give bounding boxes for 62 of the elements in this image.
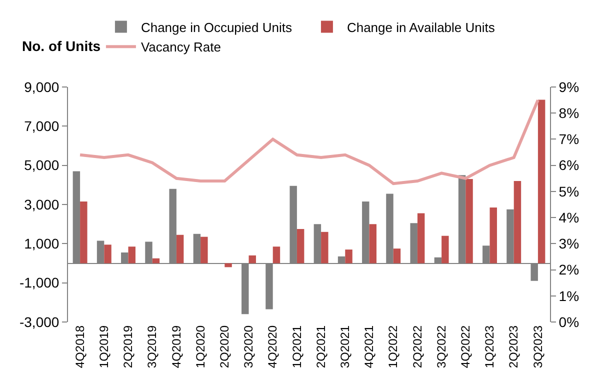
y2-tick-label: 5% — [558, 183, 580, 200]
x-tick-label: 4Q2020 — [266, 325, 280, 368]
bar — [104, 244, 112, 264]
y-tick-label: -1,000 — [19, 274, 60, 291]
bar — [369, 224, 376, 264]
y-tick-label: 9,000 — [24, 78, 60, 95]
legend-label: Vacancy Rate — [140, 40, 221, 55]
bar — [514, 181, 522, 264]
x-tick-label: 2Q2021 — [314, 325, 328, 368]
x-tick-label: 1Q2019 — [97, 325, 112, 368]
y2-tick-label: 3% — [558, 236, 580, 252]
y2-tick-label: 8% — [558, 105, 580, 122]
x-tick-label: 3Q2023 — [530, 325, 545, 368]
bar — [490, 207, 497, 264]
bar — [466, 179, 473, 264]
x-tick-label: 4Q2019 — [169, 325, 184, 368]
x-tick-label: 2Q2022 — [410, 325, 424, 368]
bar — [345, 250, 352, 264]
bar — [272, 246, 280, 264]
bar — [176, 234, 184, 264]
y-tick-label: 1,000 — [24, 236, 60, 252]
x-tick-label: 4Q2021 — [362, 325, 376, 368]
y2-tick-label: 9% — [558, 78, 580, 95]
x-tick-label: 1Q2023 — [482, 325, 497, 368]
x-tick-label: 3Q2020 — [242, 325, 256, 368]
x-tick-label: 1Q2021 — [290, 325, 304, 368]
y2-tick-label: 7% — [558, 131, 580, 148]
bar — [200, 236, 208, 264]
bar — [296, 228, 304, 264]
x-tick-label: 3Q2022 — [434, 325, 448, 368]
y-tick-label: 5,000 — [24, 157, 60, 174]
x-tick-label: 2Q2023 — [506, 325, 521, 368]
bar — [80, 202, 88, 264]
bar — [442, 236, 449, 264]
y2-tick-label: 1% — [558, 288, 580, 304]
y-tick-label: 7,000 — [24, 118, 60, 134]
x-tick-label: 3Q2021 — [338, 325, 352, 368]
bar — [417, 213, 425, 264]
x-tick-label: 4Q2022 — [458, 325, 473, 368]
line-series — [78, 98, 540, 186]
bar — [321, 232, 328, 264]
bar — [393, 248, 401, 264]
x-tick-label: 3Q2019 — [145, 325, 160, 368]
bar — [128, 246, 136, 264]
bar — [224, 263, 232, 268]
x-tick-label: 1Q2022 — [386, 325, 400, 368]
y-axis-title: No. of Units — [22, 38, 101, 54]
x-tick-label: 1Q2020 — [193, 325, 208, 368]
bar — [248, 255, 256, 264]
y2-tick-label: 6% — [558, 157, 580, 174]
bar — [152, 258, 160, 264]
y2-tick-label: 2% — [558, 262, 580, 278]
y-tick-label: -3,000 — [19, 314, 60, 330]
y2-tick-label: 4% — [558, 209, 580, 226]
x-tick-label: 4Q2018 — [72, 325, 87, 368]
bar — [538, 100, 546, 264]
legend-label: Change in Available Units — [346, 20, 496, 35]
y-tick-label: 3,000 — [24, 196, 60, 212]
legend-label: Change in Occupied Units — [140, 20, 292, 35]
x-tick-label: 2Q2019 — [121, 325, 136, 368]
x-tick-label: 2Q2020 — [218, 325, 232, 368]
y2-tick-label: 0% — [558, 314, 580, 330]
